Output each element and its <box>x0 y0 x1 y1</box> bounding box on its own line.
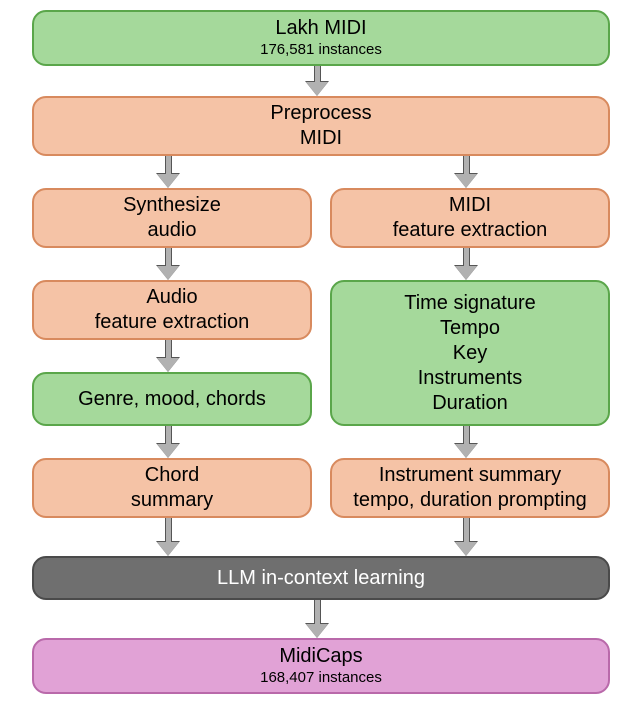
node-line: Key <box>453 341 487 366</box>
node-line: Time signature <box>404 291 536 316</box>
node-line: Preprocess <box>270 101 371 126</box>
node-subtitle: 176,581 instances <box>260 41 382 60</box>
node-title: Lakh MIDI <box>275 16 366 41</box>
node-title: MidiCaps <box>279 644 362 669</box>
node-midi_ext: MIDIfeature extraction <box>330 188 610 248</box>
node-line: summary <box>131 488 213 513</box>
node-preprocess: PreprocessMIDI <box>32 96 610 156</box>
node-line: Instrument summary <box>379 463 561 488</box>
flow-arrow <box>306 66 328 96</box>
node-line: Chord <box>145 463 199 488</box>
flow-arrow <box>157 518 179 556</box>
flow-arrow <box>455 518 477 556</box>
flow-arrow <box>455 156 477 188</box>
node-line: Tempo <box>440 316 500 341</box>
node-line: feature extraction <box>393 218 548 243</box>
flow-arrow <box>157 248 179 280</box>
node-instr_sum: Instrument summarytempo, duration prompt… <box>330 458 610 518</box>
node-lakh: Lakh MIDI176,581 instances <box>32 10 610 66</box>
node-line: Audio <box>146 285 197 310</box>
node-audio_ext: Audiofeature extraction <box>32 280 312 340</box>
flow-arrow <box>157 156 179 188</box>
node-chord_sum: Chordsummary <box>32 458 312 518</box>
node-midi_feats: Time signatureTempoKeyInstrumentsDuratio… <box>330 280 610 426</box>
node-line: tempo, duration prompting <box>353 488 586 513</box>
flow-arrow <box>157 426 179 458</box>
node-line: MIDI <box>449 193 491 218</box>
node-llm: LLM in-context learning <box>32 556 610 600</box>
node-audio_feats: Genre, mood, chords <box>32 372 312 426</box>
node-line: audio <box>148 218 197 243</box>
node-subtitle: 168,407 instances <box>260 669 382 688</box>
node-line: feature extraction <box>95 310 250 335</box>
flow-arrow <box>157 340 179 372</box>
node-line: Instruments <box>418 366 522 391</box>
node-line: Duration <box>432 391 508 416</box>
flow-arrow <box>306 600 328 638</box>
node-line: LLM in-context learning <box>217 566 425 591</box>
node-synth: Synthesizeaudio <box>32 188 312 248</box>
node-line: MIDI <box>300 126 342 151</box>
node-line: Synthesize <box>123 193 221 218</box>
flow-arrow <box>455 426 477 458</box>
node-midicaps: MidiCaps168,407 instances <box>32 638 610 694</box>
node-line: Genre, mood, chords <box>78 387 266 412</box>
flow-arrow <box>455 248 477 280</box>
